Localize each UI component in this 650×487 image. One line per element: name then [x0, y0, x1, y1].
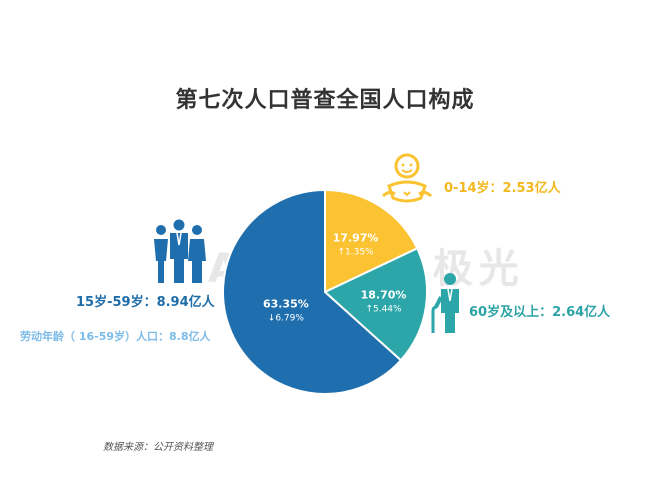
chart-title: 第七次人口普查全国人口构成 — [175, 88, 475, 113]
slice-change-label-0: ↑1.35% — [337, 248, 374, 258]
legend-label-kids: 0-14岁：2.53亿人 — [444, 181, 561, 196]
slice-percent-label-0: 17.97% — [333, 232, 379, 245]
legend-label-labor-force: 劳动年龄（ 16-59岁）人口：8.8亿人 — [20, 330, 211, 343]
legend-label-elder: 60岁及以上：2.64亿人 — [469, 305, 611, 320]
slice-change-label-1: ↑5.44% — [365, 305, 402, 315]
data-source-note: 数据来源：公开资料整理 — [103, 442, 213, 453]
slice-percent-label-1: 18.70% — [361, 289, 407, 302]
baby-icon — [381, 153, 433, 203]
slice-change-label-2: ↓6.79% — [268, 313, 305, 323]
pie-slice-0 — [324, 188, 419, 294]
elderly-person-icon — [431, 273, 459, 333]
family-adults-icon — [154, 219, 206, 283]
legend-label-adult: 15岁-59岁：8.94亿人 — [76, 295, 215, 310]
pie-slice-1 — [323, 247, 428, 362]
pie-slice-2 — [222, 188, 403, 395]
slice-percent-label-2: 63.35% — [263, 297, 309, 310]
